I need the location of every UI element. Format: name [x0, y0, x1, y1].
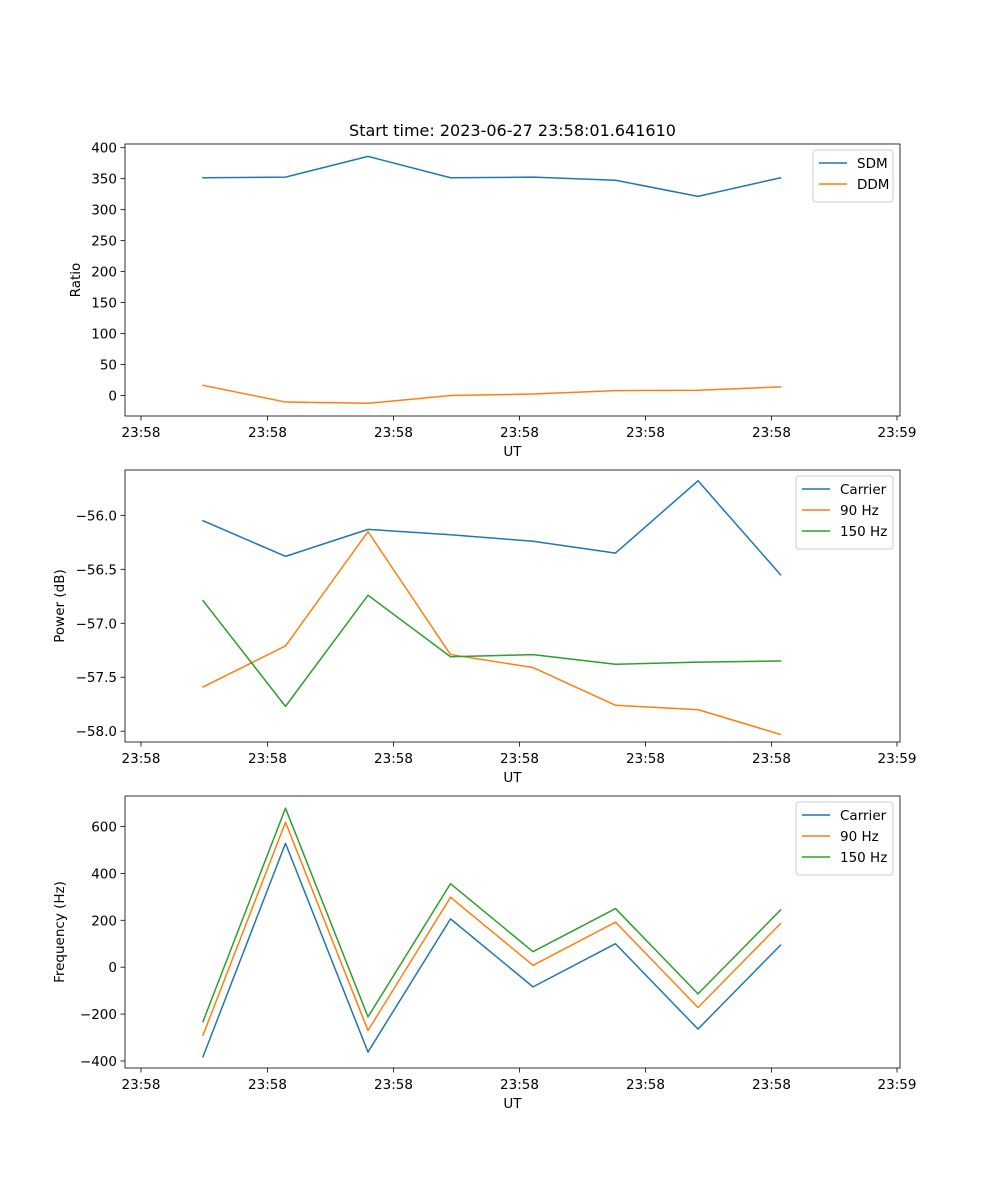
legend-label: 90 Hz	[840, 503, 879, 519]
x-tick-label: 23:58	[500, 425, 539, 441]
panel-2: 23:58 23:58 23:58 23:58 23:58 23:58 23:59 UT −58…	[52, 469, 917, 786]
y-tick-label: 150	[91, 296, 117, 312]
y-tick-label: −57.5	[76, 670, 117, 686]
x-tick-label: 23:59	[878, 425, 917, 441]
x-tick-label: 23:58	[626, 425, 665, 441]
x-axis-label: UT	[503, 770, 522, 786]
y-tick-label: 50	[100, 358, 117, 374]
legend-label: 150 Hz	[840, 850, 887, 866]
panel-3: 23:58 23:58 23:58 23:58 23:58 23:58 23:59 UT −40…	[52, 795, 917, 1112]
legend: Carrier 90 Hz 150 Hz	[795, 475, 894, 550]
y-tick-label: 200	[91, 265, 117, 281]
x-tick-label: 23:58	[374, 1077, 413, 1093]
x-axis: 23:58 23:58 23:58 23:58 23:58 23:58 23:59 UT	[122, 1068, 917, 1112]
y-tick-label: 400	[91, 866, 117, 882]
y-tick-label: 600	[91, 819, 117, 835]
series-group	[201, 480, 782, 736]
x-tick-label: 23:58	[248, 751, 287, 767]
y-tick-label: −57.0	[76, 616, 117, 632]
chart-title: Start time: 2023-06-27 23:58:01.641610	[349, 121, 676, 140]
axes-frame	[124, 143, 901, 417]
x-tick-label: 23:58	[626, 751, 665, 767]
y-tick-label: 0	[108, 389, 117, 405]
y-tick-label: 400	[91, 141, 117, 157]
x-axis: 23:58 23:58 23:58 23:58 23:58 23:58 23:59 UT	[122, 416, 917, 460]
series-line-carrier	[202, 480, 782, 576]
legend-label: 150 Hz	[840, 524, 887, 540]
series-line-ddm	[202, 384, 782, 405]
series-line-90-hz	[202, 821, 782, 1037]
x-tick-label: 23:58	[500, 1077, 539, 1093]
y-tick-label: −58.0	[76, 724, 117, 740]
y-axis: 0 50 100 150 200 250 300 350 400 Ratio	[68, 141, 125, 405]
series-line-carrier	[202, 842, 782, 1058]
y-tick-label: 350	[91, 172, 117, 188]
legend-label: Carrier	[840, 482, 887, 498]
axes-frame	[124, 795, 901, 1069]
x-tick-label: 23:59	[878, 751, 917, 767]
y-tick-label: −400	[80, 1054, 117, 1070]
legend: Carrier 90 Hz 150 Hz	[795, 801, 894, 876]
x-axis-label: UT	[503, 444, 522, 460]
x-tick-label: 23:58	[374, 425, 413, 441]
x-tick-label: 23:58	[122, 425, 161, 441]
y-tick-label: 100	[91, 327, 117, 343]
x-tick-label: 23:58	[752, 751, 791, 767]
series-group	[202, 155, 782, 405]
y-axis: −58.0 −57.5 −57.0 −56.5 −56.0 Power (dB)	[52, 508, 125, 740]
x-tick-label: 23:58	[500, 751, 539, 767]
legend-label: DDM	[857, 177, 889, 193]
y-axis: −400 −200 0 200 400 600 Frequency (Hz)	[52, 819, 125, 1070]
series-line-150-hz	[202, 807, 782, 1023]
y-tick-label: −200	[80, 1007, 117, 1023]
series-line-sdm	[202, 155, 782, 198]
y-axis-label: Frequency (Hz)	[52, 881, 68, 983]
panels: 23:58 23:58 23:58 23:58 23:58 23:58 23:59 UT 0 50…	[52, 121, 916, 1112]
x-tick-label: 23:58	[248, 425, 287, 441]
legend: SDM DDM	[812, 149, 894, 203]
x-tick-label: 23:58	[752, 425, 791, 441]
axes-frame	[124, 469, 901, 743]
x-axis-label: UT	[503, 1096, 522, 1112]
x-tick-label: 23:58	[122, 751, 161, 767]
legend-label: SDM	[857, 156, 888, 172]
x-tick-label: 23:58	[626, 1077, 665, 1093]
x-axis: 23:58 23:58 23:58 23:58 23:58 23:58 23:59 UT	[122, 742, 917, 786]
x-tick-label: 23:58	[374, 751, 413, 767]
y-tick-label: 250	[91, 234, 117, 250]
y-tick-label: 300	[91, 203, 117, 219]
series-line-150-hz	[201, 594, 782, 708]
series-line-90-hz	[201, 530, 782, 736]
y-tick-label: −56.0	[76, 508, 117, 524]
y-tick-label: 0	[108, 960, 117, 976]
x-tick-label: 23:58	[122, 1077, 161, 1093]
y-axis-label: Ratio	[68, 263, 84, 298]
series-group	[202, 807, 782, 1058]
legend-label: Carrier	[840, 808, 887, 824]
x-tick-label: 23:59	[878, 1077, 917, 1093]
panel-1: 23:58 23:58 23:58 23:58 23:58 23:58 23:59 UT 0 50…	[68, 121, 916, 460]
x-tick-label: 23:58	[248, 1077, 287, 1093]
legend-label: 90 Hz	[840, 829, 879, 845]
y-tick-label: 200	[91, 913, 117, 929]
x-tick-label: 23:58	[752, 1077, 791, 1093]
y-tick-label: −56.5	[76, 562, 117, 578]
y-axis-label: Power (dB)	[52, 569, 68, 642]
